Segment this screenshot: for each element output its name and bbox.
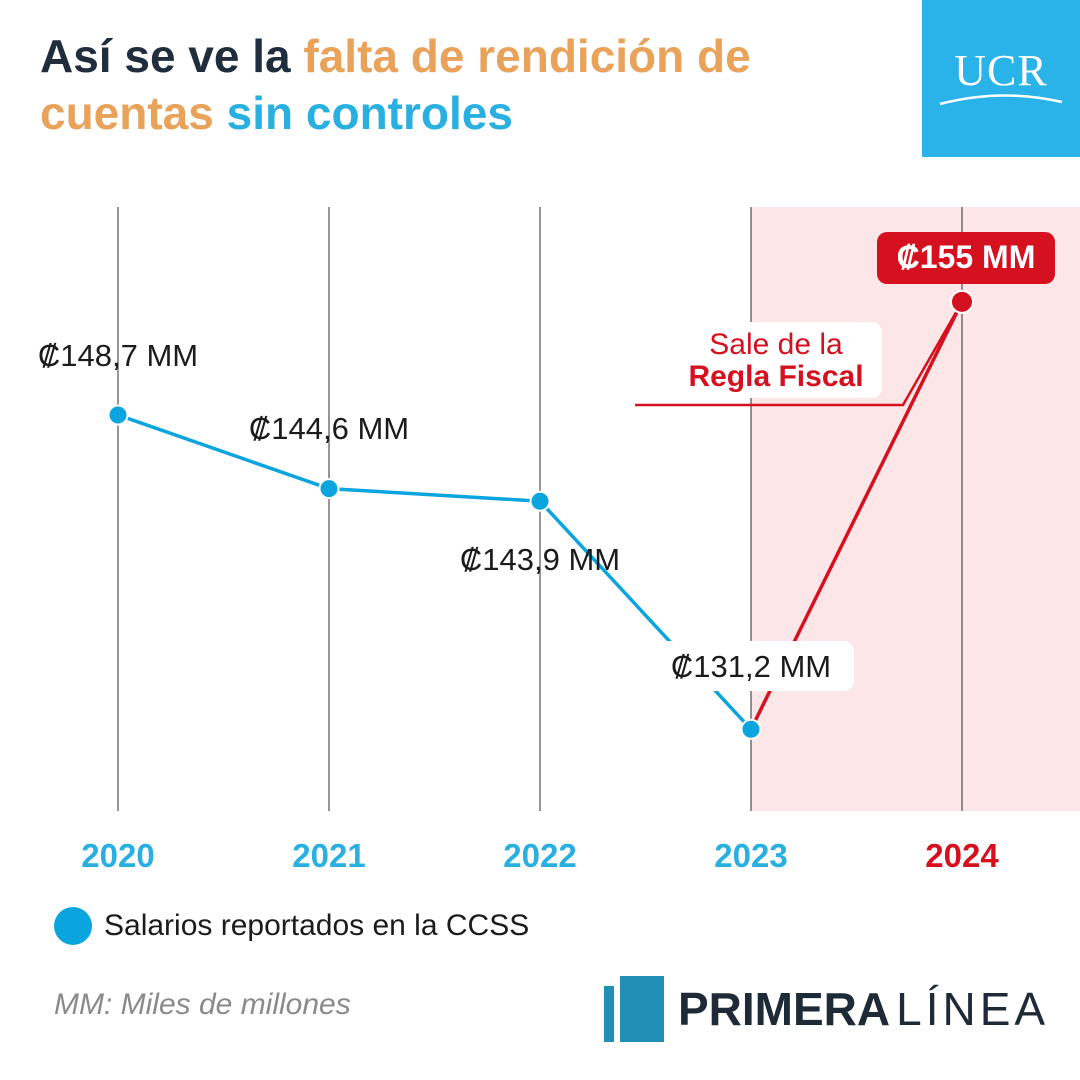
annotation-line-2: Regla Fiscal: [688, 360, 863, 393]
ucr-swoosh-icon: [939, 94, 1063, 106]
data-label-bg-2024: [877, 232, 1055, 284]
annotation-leader: [635, 301, 964, 407]
data-point-2024: [950, 289, 974, 314]
brand-word-2: LÍNEA: [896, 983, 1050, 1035]
data-label-2020: ₡148,7 MM: [38, 338, 198, 373]
data-point-2022: [529, 490, 551, 512]
annotation-line-1: Sale de la: [709, 328, 843, 361]
legend-label: Salarios reportados en la CCSS: [104, 909, 530, 942]
footnote: MM: Miles de millones: [54, 988, 351, 1021]
data-label-2023: ₡131,2 MM: [671, 649, 831, 684]
data-label-2021: ₡144,6 MM: [249, 411, 409, 446]
title-part-3: sin controles: [213, 87, 513, 139]
x-tick-label-2024: 2024: [925, 837, 999, 874]
title-part-2: falta de rendición de cuentas: [40, 30, 751, 139]
data-label-2022: ₡143,9 MM: [460, 542, 620, 577]
data-point-2023: [740, 718, 762, 740]
brand-word-1: PRIMERA: [678, 983, 891, 1035]
highlight-band: [751, 207, 1080, 811]
primera-linea-logo: PRIMERA LÍNEA: [604, 976, 1049, 1042]
title-part-1: Así se ve la: [40, 30, 304, 82]
x-tick-label-2021: 2021: [292, 837, 365, 874]
data-label-bg-2023: [658, 641, 854, 691]
ucr-logo: UCR: [922, 0, 1080, 157]
data-point-2020: [107, 404, 129, 426]
x-tick-label-2020: 2020: [81, 837, 154, 874]
ucr-logo-text: UCR: [954, 46, 1048, 95]
chart-title: Así se ve la falta de rendición de cuent…: [40, 28, 900, 142]
annotation-box: [670, 322, 882, 398]
primera-linea-mark-icon: [604, 976, 670, 1042]
legend: Salarios reportados en la CCSS: [54, 906, 529, 946]
series-line: [117, 413, 753, 731]
x-tick-label-2023: 2023: [714, 837, 787, 874]
data-point-2021: [318, 478, 340, 500]
legend-marker: [54, 907, 92, 945]
x-tick-label-2022: 2022: [503, 837, 576, 874]
data-label-2024: ₡155 MM: [897, 239, 1036, 275]
